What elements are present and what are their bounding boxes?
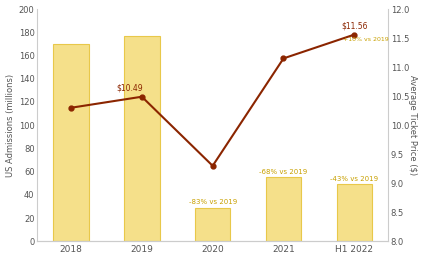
Text: +10% vs 2019: +10% vs 2019 — [343, 37, 389, 42]
Bar — [195, 207, 231, 241]
Bar — [266, 177, 301, 241]
Text: -83% vs 2019: -83% vs 2019 — [189, 199, 237, 205]
Text: -68% vs 2019: -68% vs 2019 — [259, 169, 308, 175]
Y-axis label: Average Ticket Price ($): Average Ticket Price ($) — [409, 75, 418, 175]
Bar — [124, 36, 159, 241]
Text: -43% vs 2019: -43% vs 2019 — [330, 176, 379, 182]
Text: $10.49: $10.49 — [117, 83, 143, 93]
Y-axis label: US Admissions (millions): US Admissions (millions) — [5, 74, 14, 177]
Bar — [337, 184, 372, 241]
Text: $11.56: $11.56 — [341, 21, 368, 30]
Bar — [53, 44, 89, 241]
